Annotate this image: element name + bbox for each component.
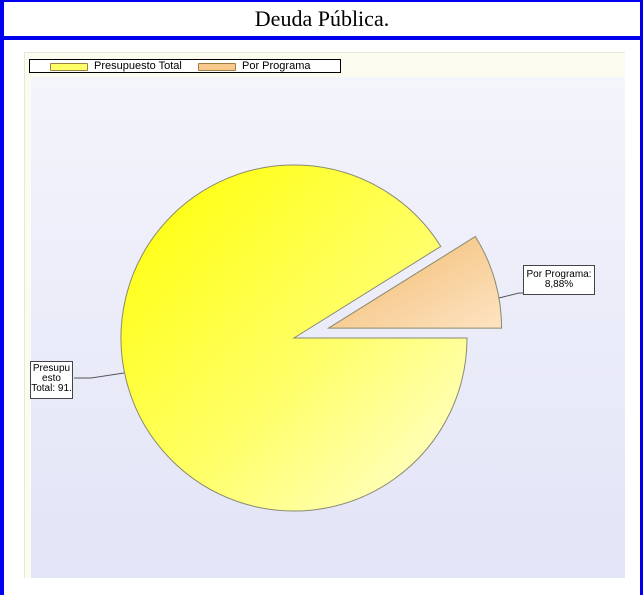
- data-label-total-line-3: Total: 91.: [31, 383, 72, 394]
- legend-label-por-programa: Por Programa: [242, 60, 311, 72]
- plot-area: Presupu esto Total: 91. Por Programa: 8,…: [30, 77, 625, 578]
- pie-slice-presupuesto-total: [120, 164, 468, 512]
- chart-legend: Presupuesto Total Por Programa: [29, 59, 341, 73]
- page-title: Deuda Pública.: [4, 2, 640, 40]
- data-label-presupuesto-total: Presupu esto Total: 91.: [30, 361, 73, 399]
- data-label-por-programa: Por Programa: 8,88%: [523, 265, 595, 295]
- leader-line-presupuesto-total: [74, 372, 125, 379]
- data-label-total-line-2: esto: [42, 373, 61, 384]
- data-label-programa-line-2: 8,88%: [544, 279, 574, 290]
- leader-line-por-programa: [498, 292, 523, 299]
- pie-chart: [74, 164, 523, 512]
- legend-label-presupuesto-total: Presupuesto Total: [94, 60, 182, 72]
- data-label-programa-line-1: Por Programa:: [526, 269, 592, 280]
- data-label-total-line-1: Presupu: [32, 363, 71, 374]
- legend-swatch-presupuesto-total: [50, 63, 88, 71]
- legend-swatch-por-programa: [198, 63, 236, 71]
- pie-slice-por-programa: [326, 235, 503, 329]
- chart-panel: Presupuesto Total Por Programa Presupu: [24, 52, 625, 578]
